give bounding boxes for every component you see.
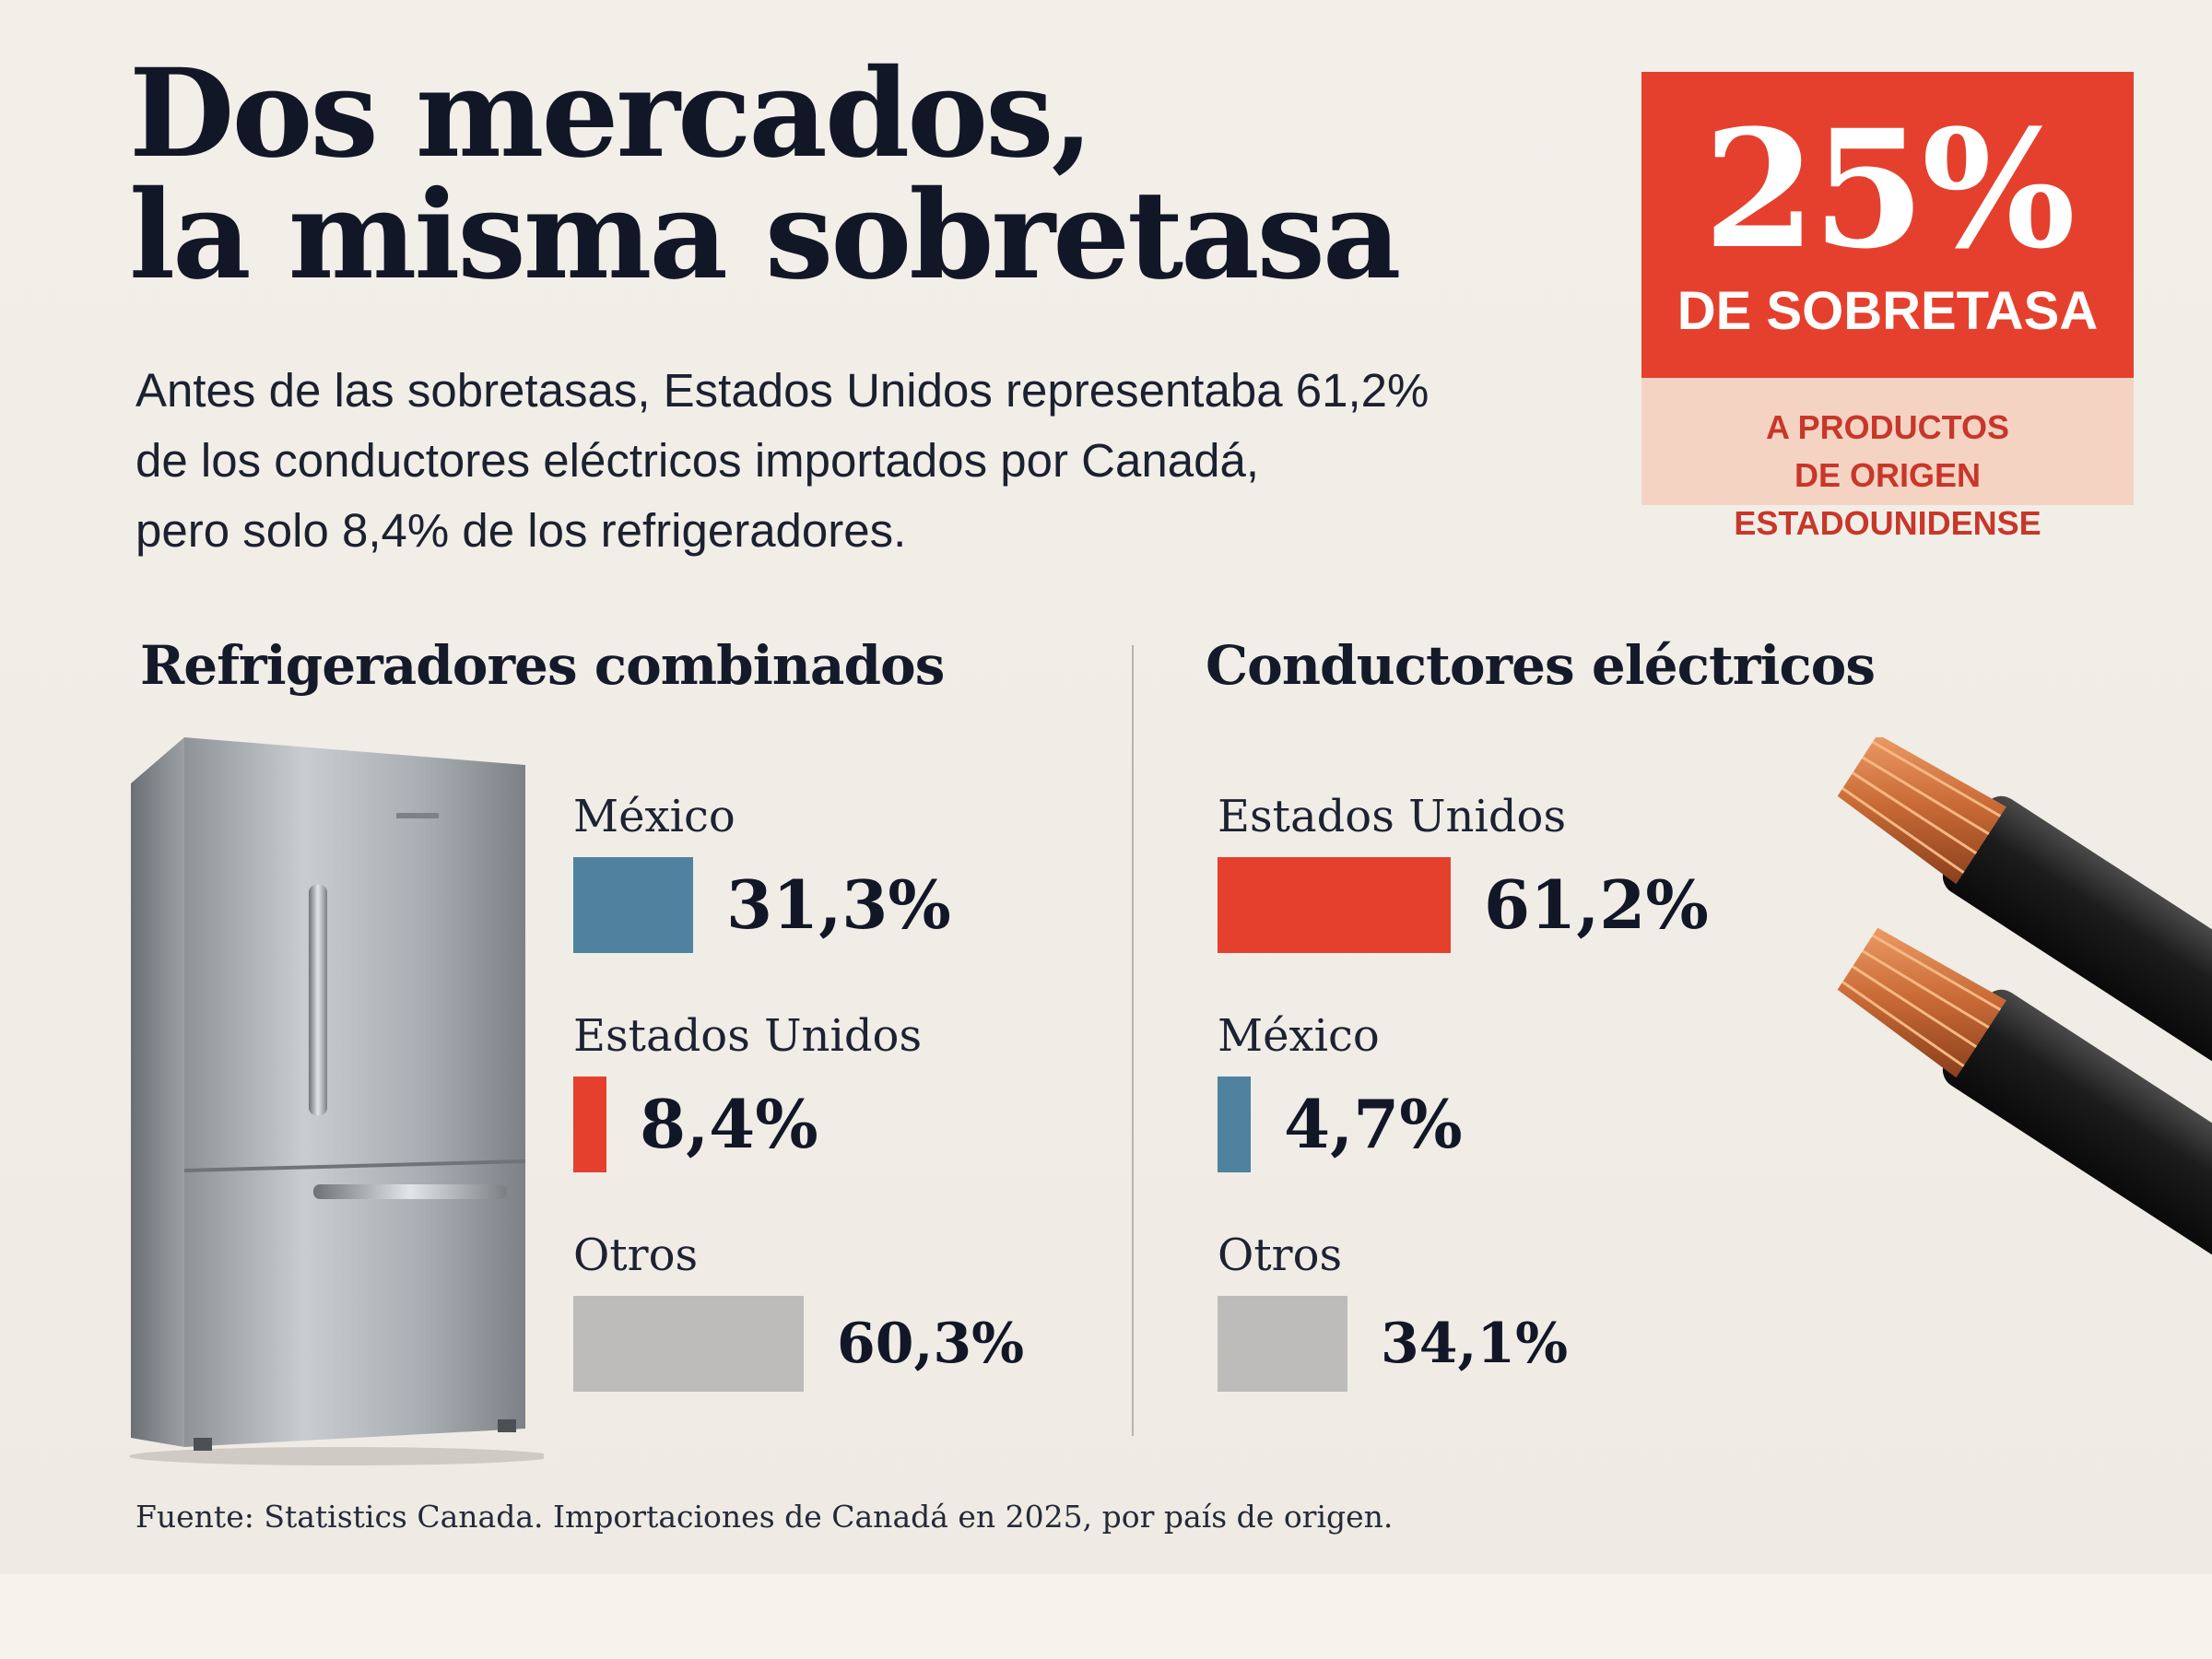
- bar-conductors-otros: [1218, 1296, 1347, 1392]
- badge-note: A PRODUCTOS DE ORIGEN ESTADOUNIDENSE: [1641, 404, 2134, 547]
- headline-line-1: Dos mercados,: [129, 42, 1094, 185]
- category-label-refrigerators-mexico: México: [573, 791, 735, 842]
- value-label-conductors-mexico: 4,7%: [1284, 1085, 1463, 1163]
- chart-title-refrigerators: Refrigeradores combinados: [140, 634, 945, 697]
- badge-note-line-1: A PRODUCTOS: [1765, 408, 2010, 446]
- badge-note-line-2: DE ORIGEN ESTADOUNIDENSE: [1734, 456, 2041, 542]
- bar-refrigerators-otros: [573, 1296, 804, 1392]
- category-label-refrigerators-estados-unidos: Estados Unidos: [573, 1010, 923, 1062]
- source-note: Fuente: Statistics Canada. Importaciones…: [135, 1499, 1394, 1535]
- headline: Dos mercados, la misma sobretasa: [129, 42, 1401, 307]
- intro-text: Antes de las sobretasas, Estados Unidos …: [135, 356, 1610, 566]
- refrigerator-illustration: [129, 737, 544, 1465]
- category-label-refrigerators-otros: Otros: [573, 1230, 699, 1281]
- category-label-conductors-estados-unidos: Estados Unidos: [1218, 791, 1567, 842]
- surcharge-badge: 25% DE SOBRETASA A PRODUCTOS DE ORIGEN E…: [1641, 72, 2134, 542]
- cable-illustration: [1837, 737, 2212, 1260]
- badge-red-box: [1641, 72, 2134, 378]
- bar-refrigerators-mexico: [573, 857, 693, 953]
- category-label-conductors-mexico: México: [1218, 1010, 1380, 1062]
- intro-line-3: pero solo 8,4% de los refrigeradores.: [135, 504, 907, 557]
- infographic: Dos mercados, la misma sobretasa Antes d…: [0, 0, 2212, 1574]
- value-label-conductors-otros: 34,1%: [1381, 1312, 1569, 1376]
- chart-title-conductors: Conductores eléctricos: [1206, 634, 1876, 697]
- value-label-conductors-estados-unidos: 61,2%: [1484, 865, 1709, 944]
- bar-conductors-estados-unidos: [1218, 857, 1451, 953]
- headline-line-2: la misma sobretasa: [129, 164, 1401, 307]
- value-label-refrigerators-mexico: 31,3%: [726, 865, 951, 944]
- intro-line-1: Antes de las sobretasas, Estados Unidos …: [135, 364, 1430, 417]
- value-label-refrigerators-estados-unidos: 8,4%: [640, 1085, 818, 1163]
- intro-line-2: de los conductores eléctricos importados…: [135, 434, 1259, 487]
- bar-conductors-mexico: [1218, 1077, 1251, 1172]
- value-label-refrigerators-otros: 60,3%: [837, 1312, 1025, 1376]
- category-label-conductors-otros: Otros: [1218, 1230, 1343, 1281]
- badge-label: DE SOBRETASA: [1677, 281, 2099, 341]
- bar-refrigerators-estados-unidos: [573, 1077, 606, 1172]
- bottom-band: [0, 1574, 2212, 1659]
- badge-pink-box: [1641, 378, 2134, 505]
- badge-value: 25%: [1702, 94, 2076, 285]
- panel-divider: [1132, 645, 1134, 1436]
